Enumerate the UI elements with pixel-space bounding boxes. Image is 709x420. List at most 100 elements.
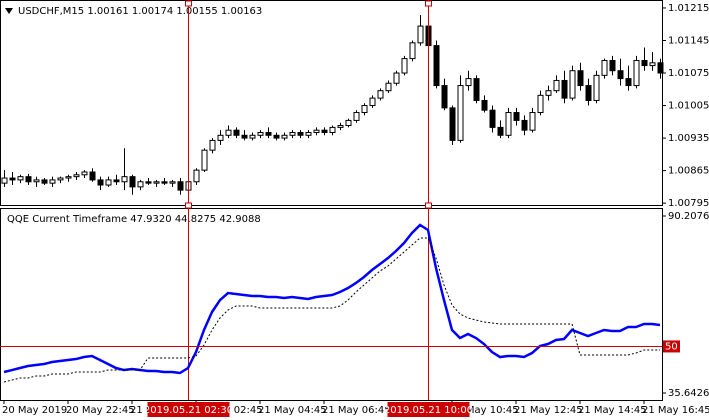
x-tick-label: 20 May 22:45 <box>66 405 135 416</box>
crosshair-label: 2019.05.21 10:00 <box>384 405 473 416</box>
y-tick-label: 1.01075 <box>668 68 709 79</box>
candle-body <box>417 25 424 44</box>
candle-body <box>569 70 576 99</box>
candle-body <box>273 134 280 139</box>
candle-body <box>9 177 16 181</box>
candle-body <box>241 134 248 139</box>
crosshair-handle <box>185 0 192 7</box>
candle-body <box>473 78 480 101</box>
candle-body <box>497 126 504 136</box>
menu-triangle[interactable] <box>5 8 13 14</box>
candle-body <box>561 79 568 99</box>
candle-body <box>633 59 640 87</box>
candle-body <box>609 59 616 72</box>
candle-body <box>441 85 448 109</box>
candle-body <box>161 181 168 184</box>
candle-body <box>585 85 592 101</box>
candle-body <box>337 125 344 128</box>
indicator-title: QQE Current Timeframe 47.9320 44.8275 42… <box>7 214 261 225</box>
candle-body <box>297 132 304 136</box>
crosshair-label-box <box>387 402 470 417</box>
candle-body <box>49 179 56 184</box>
candle-body <box>657 62 664 74</box>
candle-body <box>529 112 536 131</box>
candle-body <box>353 112 360 121</box>
candle-body <box>129 176 136 188</box>
level-label: 50 <box>665 341 678 352</box>
candle-body <box>257 132 264 136</box>
y-tick-label: 1.01005 <box>668 101 709 112</box>
candle-body <box>145 181 152 184</box>
candle-body <box>377 90 384 99</box>
candle-body <box>105 179 112 186</box>
candle-body <box>625 78 632 87</box>
candle-body <box>457 85 464 141</box>
level-label-box <box>663 340 680 353</box>
candle-body <box>121 176 128 183</box>
candle-body <box>137 181 144 188</box>
candle-body <box>201 149 208 171</box>
candle-body <box>209 139 216 151</box>
candle-body <box>217 134 224 141</box>
candle-body <box>649 62 656 67</box>
candle-body <box>97 179 104 186</box>
candle-body <box>265 132 272 136</box>
candle-body <box>641 59 648 67</box>
candle-body <box>489 109 496 128</box>
candle-body <box>513 112 520 121</box>
candle-body <box>433 45 440 87</box>
candle-body <box>169 181 176 184</box>
crosshair-label: 2019.05.21 02:30 <box>144 405 233 416</box>
candle-body <box>153 181 160 184</box>
candle-body <box>193 169 200 183</box>
candle-body <box>177 181 184 191</box>
candle-body <box>401 58 408 74</box>
candle-body <box>233 129 240 136</box>
candle-body <box>17 176 24 181</box>
crosshair-handle <box>425 202 432 209</box>
candle-body <box>225 129 232 136</box>
y-tick-label: 35.6426 <box>668 388 709 399</box>
candle-body <box>593 74 600 101</box>
candle-body <box>41 179 48 184</box>
y-tick-label: 1.00935 <box>668 133 709 144</box>
candle-body <box>289 132 296 136</box>
candle-body <box>81 171 88 176</box>
indicator-line <box>3 237 660 383</box>
candle-body <box>545 90 552 96</box>
candle-body <box>313 129 320 134</box>
candle-body <box>617 70 624 80</box>
candle-body <box>385 82 392 92</box>
candle-body <box>465 78 472 87</box>
indicator-line <box>3 223 661 375</box>
x-tick-label: 21 May 04:45 <box>258 405 327 416</box>
y-tick-label: 1.01145 <box>668 35 709 46</box>
candle-body <box>369 97 376 107</box>
candle-body <box>553 79 560 92</box>
candle-body <box>329 126 336 134</box>
x-tick-label: 21 May 06:45 <box>322 405 391 416</box>
y-tick-label: 1.01215 <box>668 3 709 14</box>
candle-body <box>505 112 512 136</box>
candle-body <box>73 174 80 178</box>
price-panel-frame <box>0 0 663 206</box>
candle-body <box>537 94 544 114</box>
indicator-panel-frame <box>0 208 663 401</box>
candle-body <box>481 99 488 111</box>
crosshair-label-box <box>147 402 230 417</box>
y-tick-label: 90.2076 <box>668 211 709 222</box>
candle-body <box>577 70 584 87</box>
crosshair-handle <box>185 202 192 209</box>
candle-body <box>281 134 288 139</box>
candle-body <box>33 179 40 183</box>
candle-body <box>393 72 400 84</box>
x-tick-label: 21 May 16:45 <box>642 405 709 416</box>
candle-body <box>25 176 32 183</box>
candle-body <box>113 179 120 183</box>
x-tick-label: 21 May 10:45 <box>450 405 519 416</box>
candle-body <box>361 105 368 114</box>
candle-body <box>521 119 528 131</box>
candle-body <box>1 177 8 184</box>
